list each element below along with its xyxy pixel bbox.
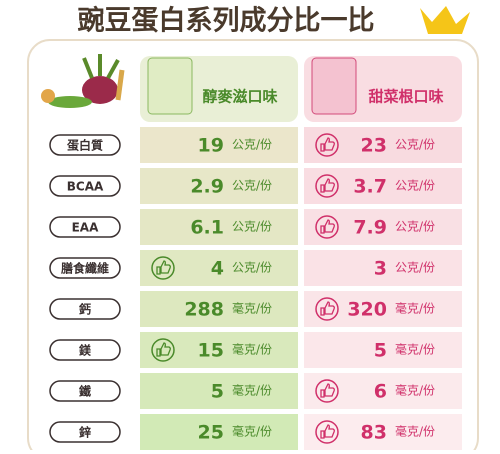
right-unit: 毫克/份 (395, 424, 435, 439)
row-label: BCAA (67, 180, 104, 194)
package-image (147, 57, 193, 115)
left-unit: 毫克/份 (232, 342, 272, 357)
left-cell (140, 250, 298, 286)
column-header: 甜菜根口味 (368, 88, 443, 106)
thumb-shape (320, 219, 335, 234)
right-value: 5 (374, 340, 387, 362)
right-cell (304, 332, 462, 368)
right-cell (304, 250, 462, 286)
thumb-circle (315, 133, 339, 157)
crown (420, 6, 470, 34)
thumb-circle (315, 420, 339, 444)
left-value: 2.9 (190, 176, 224, 198)
left-value: 4 (211, 258, 224, 280)
left-unit: 公克/份 (232, 220, 272, 234)
right-unit: 公克/份 (395, 261, 435, 275)
right-value: 23 (361, 135, 387, 157)
thumb-icon (315, 420, 339, 444)
right-cell (304, 414, 462, 450)
row-label: 鋅 (79, 425, 91, 440)
right-cell (304, 291, 462, 327)
column-header: 醇麥滋口味 (202, 88, 277, 106)
thumb-shape (320, 301, 335, 316)
thumb-circle (151, 338, 175, 362)
left-unit: 毫克/份 (232, 383, 272, 398)
thumb-circle (315, 297, 339, 321)
left-value: 6.1 (190, 217, 224, 239)
thumb-icon (315, 174, 339, 198)
left-unit: 公克/份 (232, 261, 272, 275)
right-unit: 毫克/份 (395, 383, 435, 398)
right-value: 6 (374, 381, 387, 403)
right-unit: 公克/份 (395, 220, 435, 234)
table-body: 蛋白質 19 公克/份 23 公克/份 BCAA 2.9 公克/份 3.7 公克/份 EAA 6.1 公… (49, 127, 462, 450)
thumb-icon (315, 297, 339, 321)
label-pill (49, 421, 121, 443)
left-cell (140, 209, 298, 245)
right-cell (304, 127, 462, 163)
left-value: 19 (198, 135, 224, 157)
left-cell (140, 414, 298, 450)
right-cell (304, 168, 462, 204)
label-pill (49, 257, 121, 279)
thumb-icon (151, 338, 175, 362)
right-value: 7.9 (353, 217, 387, 239)
thumb-circle (315, 379, 339, 403)
left-unit: 毫克/份 (232, 424, 272, 439)
title: 豌豆蛋白系列成分比一比 (78, 5, 375, 37)
label-pill (49, 339, 121, 361)
left-cell (140, 332, 298, 368)
left-value: 25 (198, 422, 224, 444)
row-label: 蛋白質 (67, 138, 103, 153)
left-unit: 毫克/份 (232, 301, 272, 316)
thumb-icon (315, 215, 339, 239)
left-unit: 公克/份 (232, 179, 272, 193)
left-cell (140, 127, 298, 163)
left-value: 15 (198, 340, 224, 362)
label-pill (49, 380, 121, 402)
right-value: 3 (374, 258, 387, 280)
thumb-shape (156, 342, 171, 357)
right-value: 83 (361, 422, 387, 444)
right-unit: 毫克/份 (395, 342, 435, 357)
thumb-shape (320, 137, 335, 152)
left-value: 288 (184, 299, 224, 321)
right-cell (304, 209, 462, 245)
thumb-circle (315, 215, 339, 239)
thumb-circle (151, 256, 175, 280)
thumb-icon (315, 379, 339, 403)
left-cell (140, 373, 298, 409)
thumb-shape (320, 383, 335, 398)
row-label: EAA (72, 221, 99, 235)
label-pill (49, 175, 121, 197)
package-image (311, 57, 357, 115)
left-cell (140, 291, 298, 327)
label-pill (49, 216, 121, 238)
thumb-shape (320, 178, 335, 193)
row-label: 膳食纖維 (61, 261, 109, 276)
veg-icon (41, 54, 125, 108)
left-value: 5 (211, 381, 224, 403)
label-pill (49, 134, 121, 156)
row-label: 鐵 (79, 384, 91, 399)
row-label: 鎂 (79, 343, 91, 358)
thumb-circle (315, 174, 339, 198)
right-unit: 公克/份 (395, 138, 435, 152)
right-value: 320 (347, 299, 387, 321)
thumb-icon (315, 133, 339, 157)
thumb-icon (151, 256, 175, 280)
thumb-shape (156, 260, 171, 275)
right-unit: 公克/份 (395, 179, 435, 193)
row-label: 鈣 (78, 302, 91, 317)
right-cell (304, 373, 462, 409)
right-value: 3.7 (353, 176, 387, 198)
right-unit: 毫克/份 (395, 301, 435, 316)
left-unit: 公克/份 (232, 138, 272, 152)
label-pill (49, 298, 121, 320)
left-cell (140, 168, 298, 204)
thumb-shape (320, 424, 335, 439)
